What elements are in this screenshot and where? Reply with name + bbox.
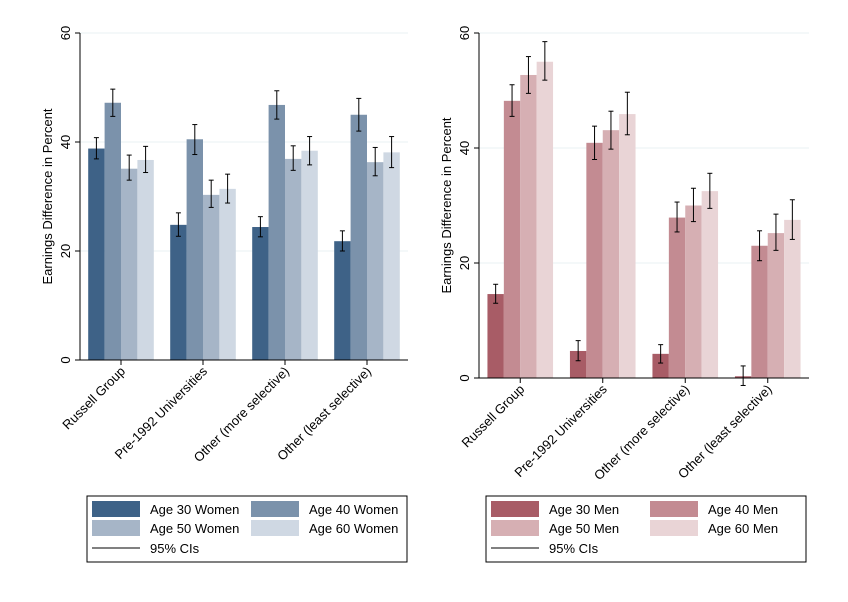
bar bbox=[685, 205, 702, 378]
legend-box bbox=[86, 495, 408, 563]
bar bbox=[751, 245, 768, 378]
legend-swatch bbox=[92, 501, 140, 517]
bar bbox=[121, 168, 138, 360]
bar bbox=[301, 150, 318, 360]
legend-label: Age 40 Men bbox=[708, 502, 778, 517]
y-tick-label: 40 bbox=[58, 135, 73, 149]
legend-swatch bbox=[92, 520, 140, 536]
legend-swatch bbox=[650, 520, 698, 536]
bar bbox=[104, 102, 121, 360]
legend-label: Age 50 Men bbox=[549, 521, 619, 536]
bar bbox=[252, 227, 269, 360]
bar bbox=[170, 224, 187, 360]
bar bbox=[367, 162, 384, 360]
bar bbox=[334, 241, 351, 360]
legend-swatch bbox=[491, 501, 539, 517]
bar bbox=[219, 188, 236, 360]
legend: Age 30 Men Age 40 Men Age 50 Men Age 60 Men… bbox=[485, 495, 807, 563]
bar bbox=[619, 114, 636, 378]
bar bbox=[652, 353, 669, 378]
legend-swatch bbox=[251, 520, 299, 536]
bar bbox=[767, 233, 785, 378]
y-tick-label: 0 bbox=[457, 374, 472, 381]
y-tick-label: 60 bbox=[58, 26, 73, 40]
y-tick-label: 40 bbox=[457, 141, 472, 155]
bar bbox=[186, 139, 203, 360]
bar bbox=[586, 142, 603, 378]
x-tick-label: Other (least selective) bbox=[675, 382, 775, 482]
y-tick-label: 20 bbox=[457, 256, 472, 270]
bar bbox=[536, 61, 554, 378]
legend-label: Age 50 Women bbox=[150, 521, 239, 536]
legend-swatch bbox=[650, 501, 698, 517]
legend-swatch bbox=[251, 501, 299, 517]
bar bbox=[487, 294, 504, 378]
y-tick-label: 0 bbox=[58, 356, 73, 363]
bar bbox=[668, 217, 686, 378]
bar bbox=[137, 159, 154, 360]
bar bbox=[203, 194, 220, 360]
x-tick-label: Other (least selective) bbox=[274, 364, 374, 464]
legend-label: Age 60 Women bbox=[309, 521, 398, 536]
bar bbox=[285, 158, 302, 360]
bar bbox=[701, 191, 719, 378]
legend-label: Age 60 Men bbox=[708, 521, 778, 536]
y-tick-label: 20 bbox=[58, 244, 73, 258]
x-tick-label: Russell Group bbox=[459, 382, 528, 451]
legend-box bbox=[485, 495, 807, 563]
legend-label: Age 30 Men bbox=[549, 502, 619, 517]
bar bbox=[520, 74, 537, 378]
x-tick-label: Pre-1992 Universities bbox=[511, 381, 610, 480]
y-axis-title: Earnings Difference in Percent bbox=[40, 108, 55, 284]
y-axis-title: Earnings Difference in Percent bbox=[439, 117, 454, 293]
bar bbox=[503, 100, 521, 378]
bar bbox=[350, 114, 367, 360]
bar bbox=[602, 130, 620, 378]
legend-ci-label: 95% CIs bbox=[150, 541, 200, 556]
bar bbox=[88, 148, 105, 360]
bar bbox=[268, 104, 285, 360]
legend-ci-label: 95% CIs bbox=[549, 541, 599, 556]
legend: Age 30 Women Age 40 Women Age 50 Women Age … bbox=[86, 495, 408, 563]
legend-swatch bbox=[491, 520, 539, 536]
bar bbox=[383, 152, 400, 360]
legend-label: Age 30 Women bbox=[150, 502, 239, 517]
bar bbox=[784, 219, 801, 378]
bar bbox=[569, 350, 587, 378]
x-tick-label: Pre-1992 Universities bbox=[112, 363, 211, 462]
legend-label: Age 40 Women bbox=[309, 502, 398, 517]
y-tick-label: 60 bbox=[457, 26, 472, 40]
x-tick-label: Russell Group bbox=[59, 364, 128, 433]
